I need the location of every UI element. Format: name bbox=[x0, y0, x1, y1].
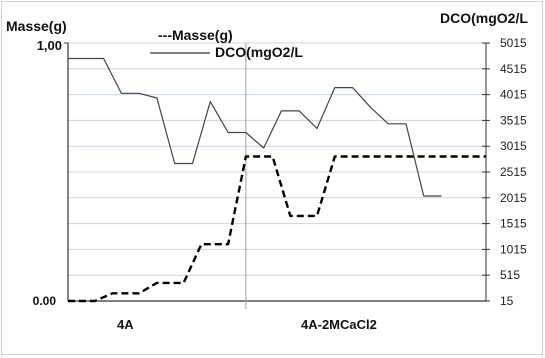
right-axis-tick-label: 3515 bbox=[500, 113, 527, 127]
right-axis-tick-label: 1515 bbox=[500, 217, 527, 231]
right-axis-tick-label: 515 bbox=[500, 268, 520, 282]
right-axis-tick-label: 5015 bbox=[500, 36, 527, 50]
legend-label-masse: ---Masse(g) bbox=[158, 27, 233, 43]
left-axis-tick-label: 0.00 bbox=[33, 294, 57, 308]
right-axis-tick-label: 4015 bbox=[500, 88, 527, 102]
right-axis-tick-label: 15 bbox=[500, 294, 514, 308]
x-tick-label: 4A bbox=[117, 317, 134, 332]
left-axis-tick-label: 1,00 bbox=[37, 38, 62, 53]
series-line-masse bbox=[68, 155, 486, 303]
series-line-dco bbox=[68, 57, 442, 197]
right-axis-tick-label: 3015 bbox=[500, 139, 527, 153]
right-axis-title: DCO(mgO2/L bbox=[440, 10, 528, 26]
right-axis-tick-label: 1015 bbox=[500, 242, 527, 256]
right-axis-tick-label: 4515 bbox=[500, 62, 527, 76]
right-axis-tick-label: 2015 bbox=[500, 191, 527, 205]
right-axis-tick-label: 2515 bbox=[500, 165, 527, 179]
left-axis-title: Masse(g) bbox=[6, 18, 67, 34]
legend-label-dco: DCO(mgO2/L bbox=[215, 44, 303, 60]
x-tick-label: 4A-2MCaCl2 bbox=[301, 317, 377, 332]
